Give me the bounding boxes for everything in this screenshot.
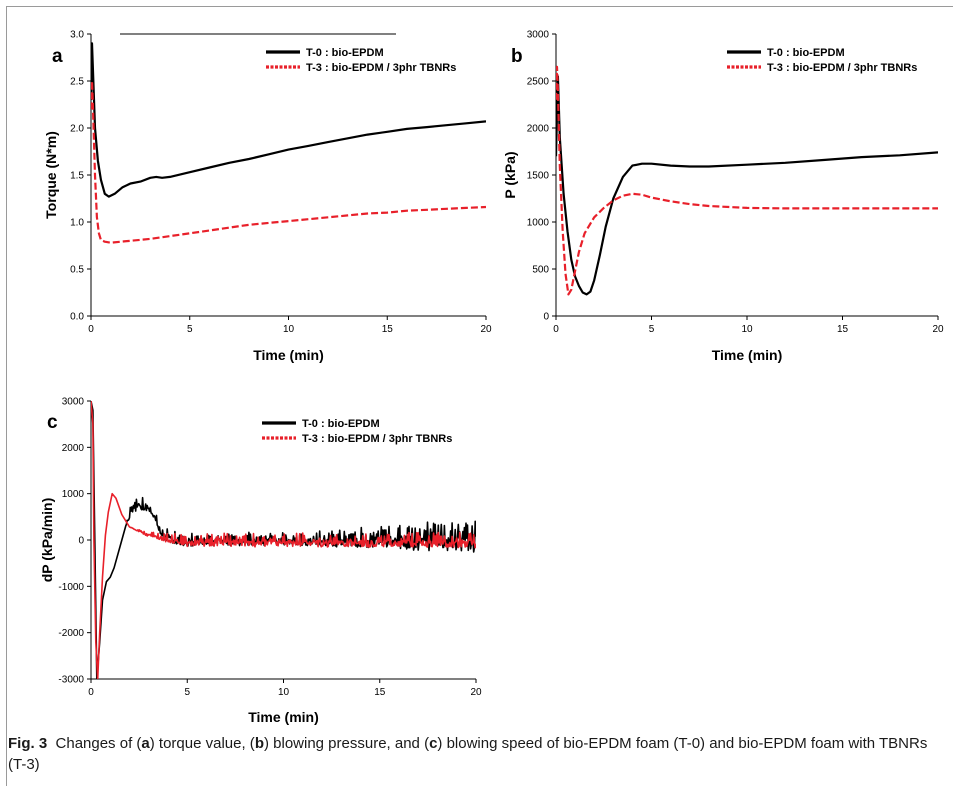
chart-a-xtick-label: 20: [480, 324, 492, 335]
chart-a-xtick-label: 10: [283, 324, 295, 335]
chart-c-legend-label: T-3 : bio-EPDM / 3phr TBNRs: [302, 433, 452, 445]
chart-c-ytick-label: 1000: [62, 489, 85, 500]
chart-c-ytick-label: -2000: [58, 628, 84, 639]
chart-b-ytick-label: 0: [543, 312, 549, 323]
chart-a-ylabel: Torque (N*m): [43, 131, 59, 219]
caption-panel-c: c: [429, 735, 438, 752]
chart-a-series-t3-line: [91, 79, 486, 244]
chart-b-ytick-label: 1500: [527, 171, 550, 182]
chart-a-xtick-label: 5: [187, 324, 193, 335]
chart-b: 0 500 1000 1500 2000 2500 3000 0 5 10 15 20 Time (mi…: [502, 30, 944, 364]
chart-a-ytick-label: 2.5: [70, 77, 84, 88]
chart-b-panel-letter: b: [511, 46, 523, 67]
chart-c-ytick-label: 2000: [62, 443, 85, 454]
caption-label: Fig. 3: [8, 735, 48, 752]
chart-c-xtick-label: 10: [278, 687, 290, 698]
chart-a-ytick-label: 3.0: [70, 30, 84, 41]
chart-b-ytick-label: 2500: [527, 77, 550, 88]
chart-a: 0.0 0.5 1.0 1.5 2.0 2.5 3.0 0 5 10 15 20 Time (min) T…: [43, 30, 492, 364]
chart-b-legend-label: T-0 : bio-EPDM: [767, 47, 845, 59]
chart-c-ytick-label: 3000: [62, 397, 85, 408]
chart-a-ytick-label: 1.5: [70, 171, 84, 182]
chart-b-series-t3-line: [556, 65, 938, 296]
chart-a-ytick-label: 2.0: [70, 124, 84, 135]
chart-c-legend-label: T-0 : bio-EPDM: [302, 418, 380, 430]
chart-c-series-t3-line: [91, 401, 476, 679]
chart-b-xlabel: Time (min): [712, 347, 783, 363]
figure-frame: [6, 6, 953, 786]
chart-a-ytick-label: 1.0: [70, 218, 84, 229]
chart-c-ytick-label: -1000: [58, 582, 84, 593]
chart-a-legend-label: T-0 : bio-EPDM: [306, 47, 384, 59]
caption-text-2: ) torque value, (: [149, 735, 255, 752]
chart-c-xtick-label: 5: [184, 687, 190, 698]
chart-c-ylabel: dP (kPa/min): [39, 498, 55, 583]
chart-a-xtick-label: 0: [88, 324, 94, 335]
chart-c-ytick-label: -3000: [58, 675, 84, 686]
caption-panel-b: b: [254, 735, 264, 752]
chart-a-legend-label: T-3 : bio-EPDM / 3phr TBNRs: [306, 62, 456, 74]
caption-text-3: ) blowing pressure, and (: [263, 735, 430, 752]
figure-charts: 0.0 0.5 1.0 1.5 2.0 2.5 3.0 0 5 10 15 20 Time (min) T…: [39, 30, 944, 726]
figure-caption: Fig. 3 Changes of (a) torque value, (b) …: [8, 733, 948, 775]
chart-a-panel-letter: a: [52, 46, 63, 67]
chart-b-xtick-label: 10: [741, 324, 753, 335]
chart-b-ytick-label: 3000: [527, 30, 550, 41]
chart-c-xtick-label: 15: [374, 687, 386, 698]
chart-b-xtick-label: 5: [649, 324, 655, 335]
chart-c-ytick-label: 0: [78, 536, 84, 547]
chart-b-ytick-label: 500: [532, 265, 549, 276]
chart-b-xtick-label: 0: [553, 324, 559, 335]
chart-c-xtick-label: 0: [88, 687, 94, 698]
chart-a-ytick-label: 0.5: [70, 265, 84, 276]
chart-c-xtick-label: 20: [470, 687, 482, 698]
caption-text-4: ) blowing speed of bio-EPDM foam (T-0) a…: [8, 735, 928, 773]
chart-c-panel-letter: c: [47, 412, 58, 433]
chart-b-xtick-label: 15: [837, 324, 849, 335]
chart-b-legend-label: T-3 : bio-EPDM / 3phr TBNRs: [767, 62, 917, 74]
chart-a-series-t0-line: [91, 42, 486, 198]
chart-a-ytick-label: 0.0: [70, 312, 84, 323]
chart-b-ylabel: P (kPa): [502, 151, 518, 198]
chart-b-ytick-label: 2000: [527, 124, 550, 135]
chart-b-ytick-label: 1000: [527, 218, 550, 229]
caption-panel-a: a: [141, 735, 150, 752]
chart-b-series-t0-line: [556, 75, 938, 296]
chart-a-xtick-label: 15: [382, 324, 394, 335]
chart-b-xtick-label: 20: [932, 324, 944, 335]
chart-c: -3000 -2000 -1000 0 1000 2000 3000 0 5 10 15 20 Time…: [39, 397, 482, 726]
chart-c-xlabel: Time (min): [248, 709, 319, 725]
caption-text-1: Changes of (: [55, 735, 142, 752]
chart-a-xlabel: Time (min): [253, 347, 324, 363]
